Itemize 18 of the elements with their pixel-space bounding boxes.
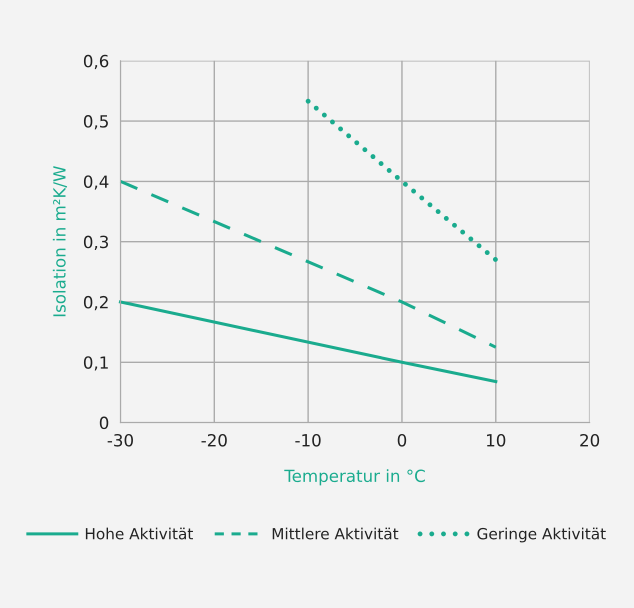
x-tick-label: -10 bbox=[295, 434, 321, 447]
y-tick-label: 0,1 bbox=[84, 356, 108, 371]
y-tick-label: 0,4 bbox=[84, 175, 108, 190]
x-tick-label: -20 bbox=[201, 434, 227, 447]
legend-label: Hohe Aktivität bbox=[86, 528, 193, 540]
y-tick-label: 0,3 bbox=[84, 236, 108, 250]
y-tick-label: 0,2 bbox=[84, 296, 108, 310]
x-tick-label: -30 bbox=[108, 434, 133, 447]
x-tick-label: 0 bbox=[398, 434, 406, 447]
legend-label: Geringe Aktivität bbox=[477, 528, 606, 542]
y-axis-title: Isolation in m²K/W bbox=[52, 166, 68, 316]
y-tick-label: 0,6 bbox=[84, 54, 108, 70]
x-tick-label: 10 bbox=[487, 434, 506, 447]
y-tick-label: 0 bbox=[100, 416, 108, 430]
x-axis-title: Temperatur in °C bbox=[284, 469, 425, 486]
y-tick-label: 0,5 bbox=[84, 115, 108, 130]
legend-label: Mittlere Aktivität bbox=[272, 528, 398, 540]
x-tick-label: 20 bbox=[580, 434, 600, 447]
